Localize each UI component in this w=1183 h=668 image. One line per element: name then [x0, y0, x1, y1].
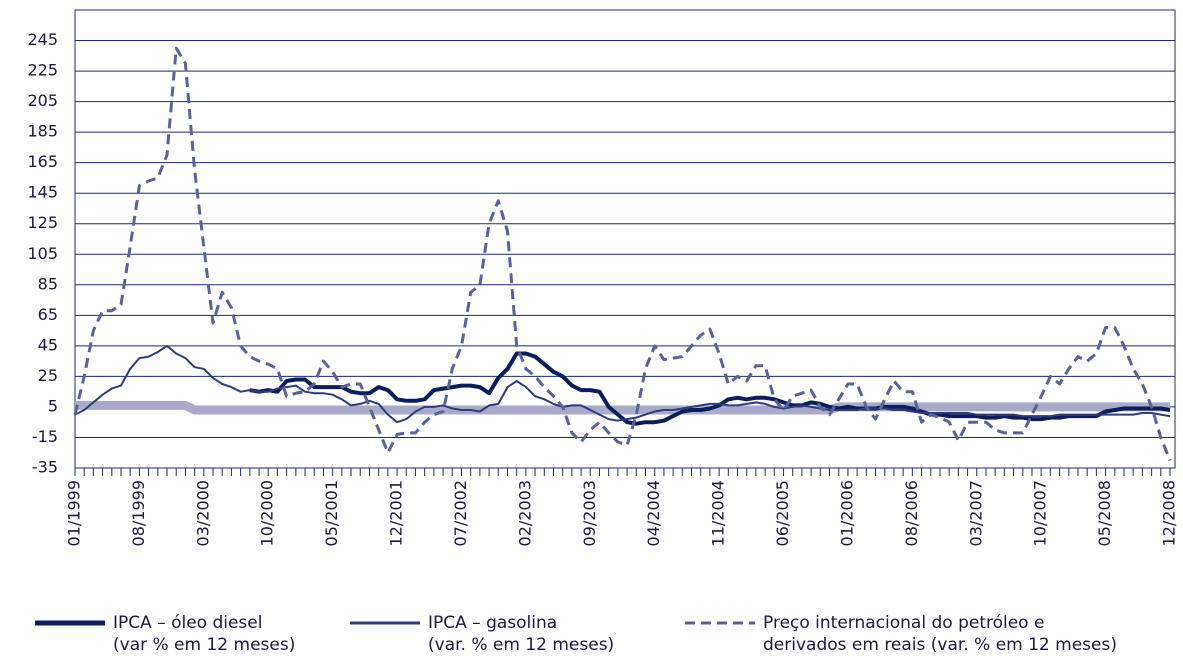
y-tick-label: 125	[27, 213, 58, 232]
legend-swatch	[35, 620, 105, 626]
x-tick-label: 10/2000	[258, 480, 277, 546]
legend-swatch	[685, 621, 755, 625]
legend-item: Preço internacional do petróleo e deriva…	[685, 612, 1117, 656]
y-tick-label: 165	[27, 152, 58, 171]
x-tick-label: 08/2006	[902, 480, 921, 546]
x-tick-label: 08/1999	[129, 480, 148, 546]
legend: IPCA – óleo diesel (var % em 12 meses) IP…	[0, 600, 1183, 668]
line-series	[75, 400, 1170, 415]
x-tick-label: 09/2003	[580, 480, 599, 546]
legend-item: IPCA – gasolina (var. % em 12 meses)	[350, 612, 614, 656]
legend-swatch	[350, 621, 420, 625]
y-tick-label: 225	[27, 61, 58, 80]
y-tick-label: 25	[38, 366, 58, 385]
y-tick-label: 245	[27, 30, 58, 49]
x-tick-label: 04/2004	[644, 480, 663, 546]
y-tick-label: 45	[38, 335, 58, 354]
plot-frame	[74, 9, 1176, 469]
y-tick-label: 185	[27, 122, 58, 141]
legend-item: IPCA – óleo diesel (var % em 12 meses)	[35, 612, 295, 656]
x-tick-label: 02/2003	[515, 480, 534, 546]
legend-label: IPCA – óleo diesel (var % em 12 meses)	[113, 613, 296, 655]
y-tick-label: 205	[27, 91, 58, 110]
x-tick-label: 07/2002	[451, 480, 470, 546]
x-tick-label: 01/2006	[837, 480, 856, 546]
x-tick-label: 03/2007	[966, 480, 985, 546]
x-tick-label: 12/2008	[1160, 480, 1179, 546]
y-tick-label: -15	[32, 427, 58, 446]
x-tick-label: 10/2007	[1031, 480, 1050, 546]
x-tick-label: 12/2001	[387, 480, 406, 546]
y-tick-label: 145	[27, 183, 58, 202]
legend-label: IPCA – gasolina (var. % em 12 meses)	[428, 613, 615, 655]
line-series	[73, 46, 1172, 461]
x-tick-label: 11/2004	[709, 480, 728, 546]
x-tick-label: 03/2000	[193, 480, 212, 546]
y-tick-label: 85	[38, 274, 58, 293]
x-tick-label: 05/2008	[1095, 480, 1114, 546]
line-series	[74, 344, 1171, 424]
legend-label: Preço internacional do petróleo e deriva…	[763, 613, 1117, 655]
y-tick-label: 65	[38, 305, 58, 324]
chart: -35 -15 5 25 45 65 85 105 125 145 165 185 205 225 245 0…	[27, 9, 1179, 546]
line-series	[249, 351, 1171, 426]
x-tick-label: 06/2005	[773, 480, 792, 546]
y-tick-label: 105	[27, 244, 58, 263]
x-tick-label: 01/1999	[65, 480, 84, 546]
x-tick-label: 05/2001	[322, 480, 341, 546]
y-tick-label: -35	[32, 458, 58, 477]
y-tick-label: 5	[48, 396, 58, 415]
